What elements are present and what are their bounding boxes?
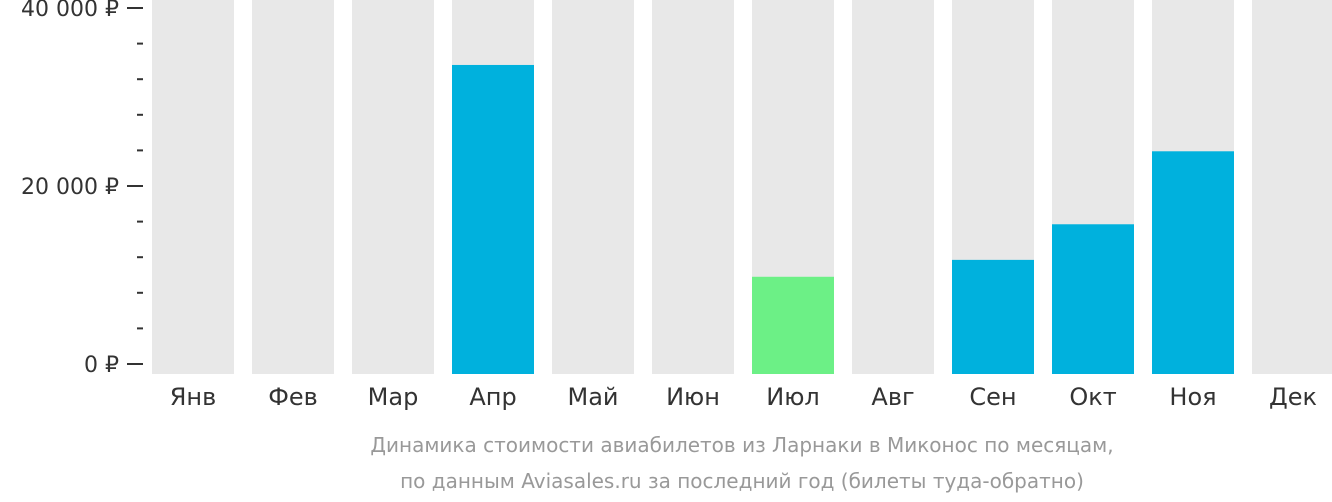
x-tick-label: Авг [871,383,914,411]
x-tick-label: Июл [766,383,820,411]
bars [452,64,1234,375]
background-bar-5 [552,0,634,374]
bar-11 [1152,151,1234,374]
x-tick-label: Мар [368,383,419,411]
x-tick-label: Янв [170,383,217,411]
y-tick-label: 20 000 ₽ [21,175,119,200]
x-tick-label: Июн [666,383,720,411]
background-bar-2 [252,0,334,374]
x-tick-label: Сен [969,383,1016,411]
y-tick-label: 0 ₽ [84,353,119,378]
bar-10 [1052,224,1134,374]
x-tick-label: Дек [1269,383,1317,411]
y-tick-label: 40 000 ₽ [21,0,119,22]
caption-line-1: Динамика стоимости авиабилетов из Ларнак… [370,433,1113,457]
background-bar-8 [852,0,934,374]
background-bar-12 [1252,0,1332,374]
x-tick-label: Ноя [1169,383,1216,411]
y-axis: 0 ₽ 20 000 ₽ 40 000 ₽ [21,0,143,378]
caption-line-2: по данным Aviasales.ru за последний год … [400,469,1084,493]
bar-9 [952,259,1034,374]
background-bar-6 [652,0,734,374]
background-bar-3 [352,0,434,374]
x-tick-label: Май [567,383,618,411]
x-tick-label: Апр [469,383,516,411]
x-tick-label: Окт [1069,383,1116,411]
bar-7 [752,276,834,374]
x-axis: Янв Фев Мар Апр Май Июн Июл Авг Сен Окт Ноя Дек [170,383,1317,411]
bar-4 [452,64,534,375]
x-tick-label: Фев [268,383,318,411]
background-bar-1 [152,0,234,374]
